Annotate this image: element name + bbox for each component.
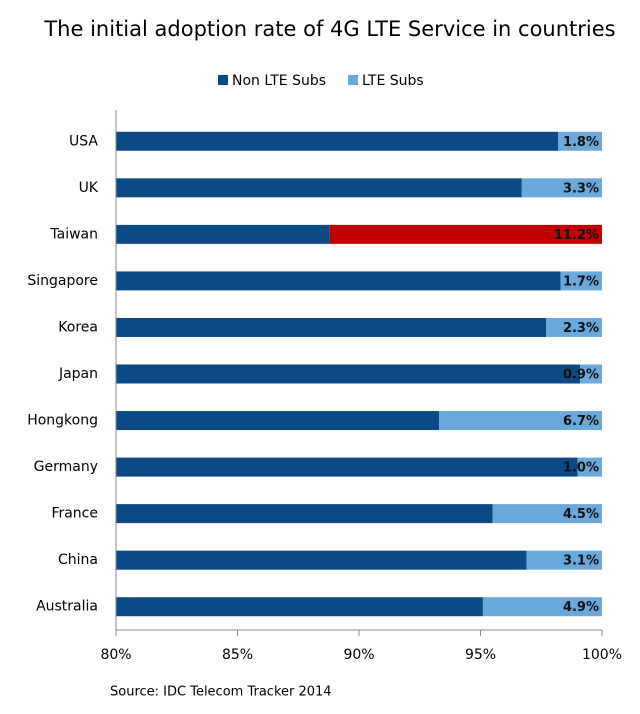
legend-label: LTE Subs (362, 73, 424, 89)
y-tick-label: Singapore (27, 273, 98, 289)
data-label: 1.8% (563, 135, 599, 150)
bar-segment (558, 131, 602, 151)
data-label: 2.3% (563, 321, 599, 336)
y-tick-label: USA (69, 133, 98, 149)
legend-swatch (348, 75, 359, 85)
y-tick-label: Hongkong (27, 413, 98, 429)
data-label: 11.2% (554, 228, 599, 243)
x-tick-label: 90% (343, 647, 374, 663)
source: Source: IDC Telecom Tracker 2014 (110, 685, 332, 700)
data-label: 1.0% (563, 461, 599, 476)
data-label: 4.9% (563, 600, 599, 615)
bar-segment (116, 597, 483, 617)
y-tick-label: France (51, 506, 98, 522)
bar-segment (116, 178, 522, 198)
bar-segment (492, 504, 602, 524)
bar-segment (546, 317, 602, 337)
bar-segment (482, 597, 602, 617)
chart-title: The initial adoption rate of 4G LTE Serv… (43, 17, 615, 41)
x-tick-label: 95% (465, 647, 496, 663)
bar-segment (116, 224, 330, 244)
y-tick-label: Germany (34, 459, 98, 475)
x-tick-label: 80% (100, 647, 131, 663)
data-label: 3.1% (563, 554, 599, 569)
data-label: 1.7% (563, 274, 599, 289)
bar-segment (439, 411, 602, 431)
bar-segment (116, 550, 527, 570)
y-tick-label: Korea (58, 319, 98, 335)
y-tick-label: Australia (36, 599, 98, 615)
bar-segment (560, 271, 602, 291)
y-tick-label: China (58, 552, 98, 568)
bar-segment (577, 457, 602, 477)
bar-segment (116, 504, 493, 524)
bar-segment (116, 317, 547, 337)
bar-segment (116, 131, 559, 151)
y-tick-label: UK (79, 180, 99, 196)
plot-area (116, 131, 602, 617)
bar-segment (526, 550, 602, 570)
x-tick-label: 85% (222, 647, 253, 663)
data-label: 4.5% (563, 507, 599, 522)
bar-segment (116, 271, 561, 291)
bar-segment (580, 364, 602, 384)
bar-segment (521, 178, 602, 198)
x-tick-label: 100% (582, 647, 622, 663)
data-label: 6.7% (563, 414, 599, 429)
legend-label: Non LTE Subs (232, 73, 326, 89)
y-tick-label: Japan (58, 366, 98, 382)
bar-segment (116, 411, 440, 431)
bar-segment (329, 224, 602, 244)
legend-swatch (218, 75, 228, 85)
bar-segment (116, 457, 578, 477)
y-tick-label: Taiwan (49, 226, 98, 242)
bar-segment (116, 364, 581, 384)
data-label: 0.9% (563, 368, 599, 383)
data-label: 3.3% (563, 181, 599, 196)
